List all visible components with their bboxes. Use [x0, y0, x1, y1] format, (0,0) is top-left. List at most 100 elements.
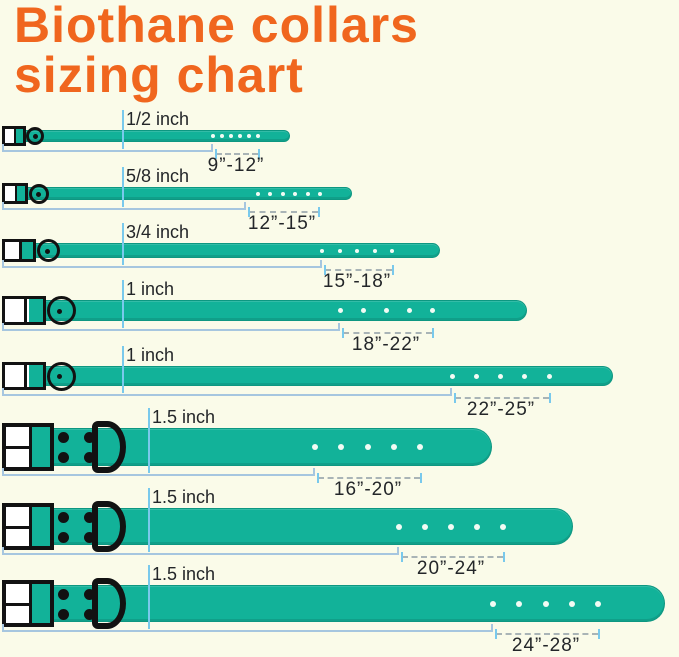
rivet	[58, 452, 69, 463]
measure-bracket	[2, 630, 493, 632]
buckle-bar	[6, 525, 31, 529]
adjustment-hole	[238, 134, 242, 138]
measure-bracket	[2, 474, 315, 476]
buckle-frame	[2, 362, 46, 390]
adjustment-hole	[280, 191, 285, 196]
range-end-tick	[248, 207, 250, 217]
bracket-end-tick	[397, 547, 399, 555]
range-end-tick	[342, 328, 344, 338]
adjustment-hole	[406, 308, 412, 313]
buckle-bar	[6, 446, 31, 449]
size-range-label: 9”-12”	[207, 155, 265, 176]
range-end-tick	[318, 207, 320, 217]
buckle-tongue	[16, 129, 23, 143]
ring-pin	[36, 191, 42, 197]
rivet	[84, 511, 95, 523]
range-end-tick	[420, 473, 422, 483]
range-end-tick	[324, 265, 326, 275]
bracket-end-tick	[244, 202, 246, 210]
width-label: 1.5 inch	[152, 564, 216, 584]
size-range-label: 16”-20”	[333, 479, 403, 500]
adjustment-hole	[360, 308, 366, 313]
width-label: 1 inch	[126, 345, 175, 365]
buckle-bar	[28, 584, 32, 623]
adjustment-hole	[422, 523, 428, 530]
adjustment-hole	[390, 248, 394, 253]
buckle-bar	[28, 427, 32, 467]
width-tick	[122, 280, 124, 328]
adjustment-hole	[293, 191, 298, 196]
buckle-bar	[24, 365, 27, 387]
adjustment-hole	[449, 373, 455, 379]
buckle-tongue	[28, 299, 43, 322]
bracket-end-tick	[2, 547, 4, 555]
width-label: 3/4 inch	[126, 222, 190, 242]
measure-bracket	[2, 150, 213, 152]
measure-bracket	[2, 266, 322, 268]
bracket-end-tick	[2, 202, 4, 210]
width-tick	[122, 167, 124, 207]
buckle-frame	[2, 239, 36, 262]
adjustment-hole	[396, 523, 402, 530]
range-dashes	[325, 269, 392, 271]
buckle-tongue	[31, 427, 50, 467]
adjustment-hole	[364, 444, 371, 450]
adjustment-hole	[220, 134, 224, 138]
adjustment-hole	[474, 523, 480, 530]
d-ring-icon	[92, 578, 126, 629]
buckle-frame	[2, 296, 46, 325]
buckle-ring-icon	[29, 183, 49, 204]
adjustment-hole	[473, 373, 479, 379]
buckle-ring-icon	[26, 127, 44, 145]
range-end-tick	[598, 629, 600, 639]
adjustment-hole	[595, 600, 601, 607]
adjustment-hole	[383, 308, 389, 313]
range-dashes	[402, 556, 503, 558]
adjustment-hole	[542, 600, 549, 607]
size-range-label: 12”-15”	[247, 213, 317, 234]
width-label: 1/2 inch	[126, 109, 190, 129]
size-range-label: 18”-22”	[351, 334, 421, 355]
measure-bracket	[2, 208, 246, 210]
buckle-bar	[19, 242, 22, 259]
bracket-end-tick	[2, 388, 4, 396]
range-end-tick	[258, 149, 260, 159]
bracket-end-tick	[211, 144, 213, 152]
size-range-label: 20”-24”	[416, 558, 486, 579]
adjustment-hole	[305, 191, 310, 196]
bracket-end-tick	[2, 144, 4, 152]
range-end-tick	[503, 552, 505, 562]
buckle-frame	[2, 126, 26, 146]
size-range-label: 24”-28”	[511, 635, 581, 656]
width-tick	[122, 223, 124, 265]
measure-bracket	[2, 394, 452, 396]
ring-pin	[32, 134, 38, 139]
buckle-ring-icon	[37, 239, 60, 262]
range-end-tick	[495, 629, 497, 639]
d-ring-icon	[92, 421, 126, 473]
title-line-1: Biothane collars	[14, 0, 419, 53]
buckle-frame	[2, 183, 28, 204]
bracket-end-tick	[320, 260, 322, 268]
title-line-2: sizing chart	[14, 47, 304, 103]
page-title: Biothane collars sizing chart	[14, 0, 419, 100]
adjustment-hole	[338, 444, 345, 450]
rivet	[84, 608, 95, 620]
range-dashes	[455, 397, 549, 399]
bracket-end-tick	[450, 388, 452, 396]
bracket-end-tick	[338, 323, 340, 331]
buckle-bar	[24, 299, 27, 322]
adjustment-hole	[337, 248, 342, 253]
range-end-tick	[432, 328, 434, 338]
adjustment-hole	[268, 191, 273, 196]
range-dashes	[249, 211, 318, 213]
adjustment-hole	[337, 308, 343, 313]
bracket-end-tick	[2, 323, 4, 331]
buckle-frame	[2, 580, 54, 627]
ring-pin	[45, 248, 51, 254]
adjustment-hole	[448, 523, 454, 530]
adjustment-hole	[211, 134, 215, 138]
